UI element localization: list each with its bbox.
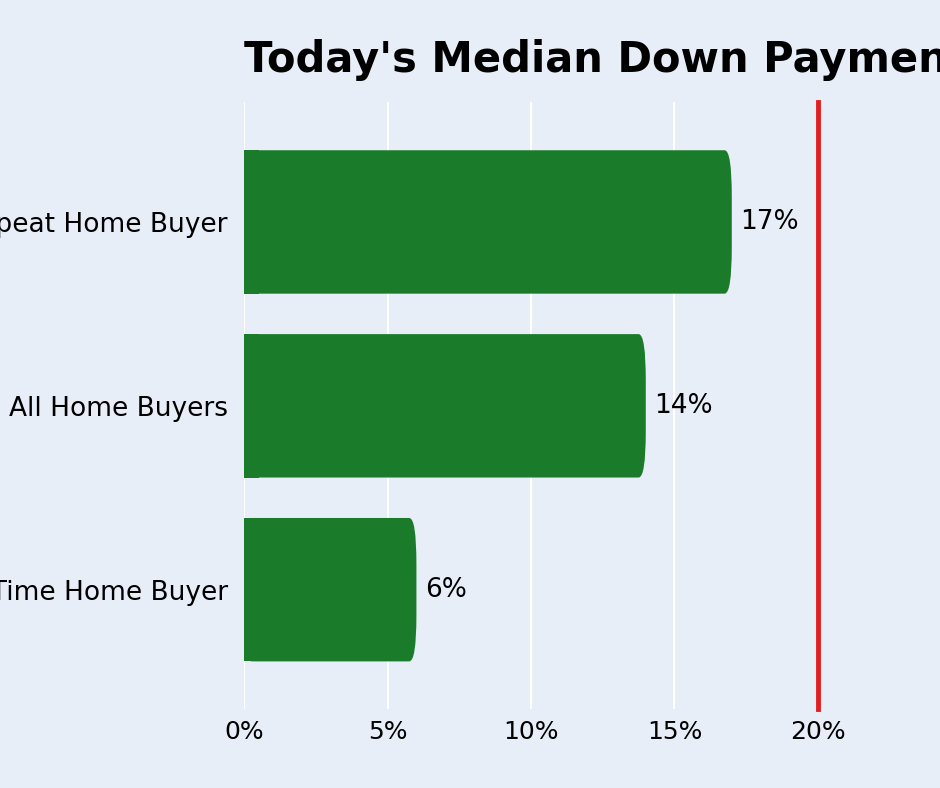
Bar <box>244 334 258 478</box>
FancyBboxPatch shape <box>244 151 732 294</box>
Text: 6%: 6% <box>425 577 467 603</box>
Text: 17%: 17% <box>741 209 799 235</box>
FancyBboxPatch shape <box>244 518 416 661</box>
Text: 14%: 14% <box>654 393 713 418</box>
Bar <box>244 518 258 661</box>
FancyBboxPatch shape <box>244 334 646 478</box>
Text: Today's Median Down Payment by Home Buyer: Today's Median Down Payment by Home Buye… <box>244 39 940 81</box>
Bar <box>244 151 258 294</box>
